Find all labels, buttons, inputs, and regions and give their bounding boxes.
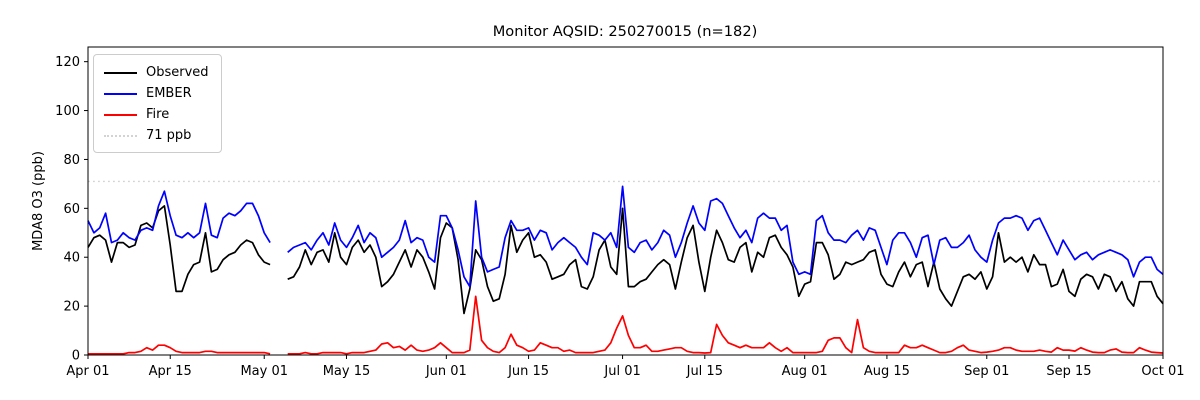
x-tick-label: Aug 01 <box>782 364 828 379</box>
y-axis-label: MDA8 O3 (ppb) <box>31 151 46 251</box>
x-tick-label: Jun 01 <box>425 364 467 379</box>
chart-title: Monitor AQSID: 250270015 (n=182) <box>493 23 758 40</box>
axes-border <box>87 46 1164 356</box>
y-tick-label: 60 <box>63 202 80 217</box>
x-tick-label: Sep 15 <box>1046 364 1091 379</box>
x-tick-label: May 01 <box>240 364 288 379</box>
y-tick-label: 100 <box>55 104 80 119</box>
x-tick-label: Jun 15 <box>507 364 549 379</box>
x-tick-label: Sep 01 <box>964 364 1009 379</box>
plot-area: 0 20 40 60 80 100 120 Apr 01 Apr 15 May 01 May 15 J… <box>55 46 1185 379</box>
series-line-fire <box>88 295 1164 355</box>
x-tick-label: Apr 01 <box>66 364 109 379</box>
x-tick-label: Aug 15 <box>864 364 910 379</box>
x-tick-label: Jul 01 <box>603 364 640 379</box>
legend-line-sample <box>104 92 137 95</box>
y-tick-label: 120 <box>55 55 80 70</box>
series-line-ember <box>87 185 1164 288</box>
chart-legend: Observed EMBER Fire 71 ppb <box>93 54 222 153</box>
y-tick-label: 40 <box>63 251 80 266</box>
legend-line-sample <box>104 113 137 116</box>
legend-item-fire: Fire <box>104 104 209 125</box>
x-tick-label: Oct 01 <box>1141 364 1184 379</box>
x-tick-label: Apr 15 <box>149 364 192 379</box>
legend-label: Fire <box>146 107 170 122</box>
legend-item-71-ppb: 71 ppb <box>104 125 209 146</box>
legend-line-sample <box>104 134 137 137</box>
x-tick-label: Jul 15 <box>686 364 723 379</box>
legend-item-ember: EMBER <box>104 83 209 104</box>
series-line-observed <box>87 205 1164 315</box>
legend-label: 71 ppb <box>146 128 192 143</box>
legend-item-observed: Observed <box>104 62 209 83</box>
y-tick-label: 80 <box>63 153 80 168</box>
legend-line-sample <box>104 71 137 74</box>
legend-label: Observed <box>146 65 209 80</box>
y-tick-label: 0 <box>72 349 80 364</box>
y-tick-label: 20 <box>63 300 80 315</box>
legend-label: EMBER <box>146 86 192 101</box>
x-tick-label: May 15 <box>323 364 371 379</box>
